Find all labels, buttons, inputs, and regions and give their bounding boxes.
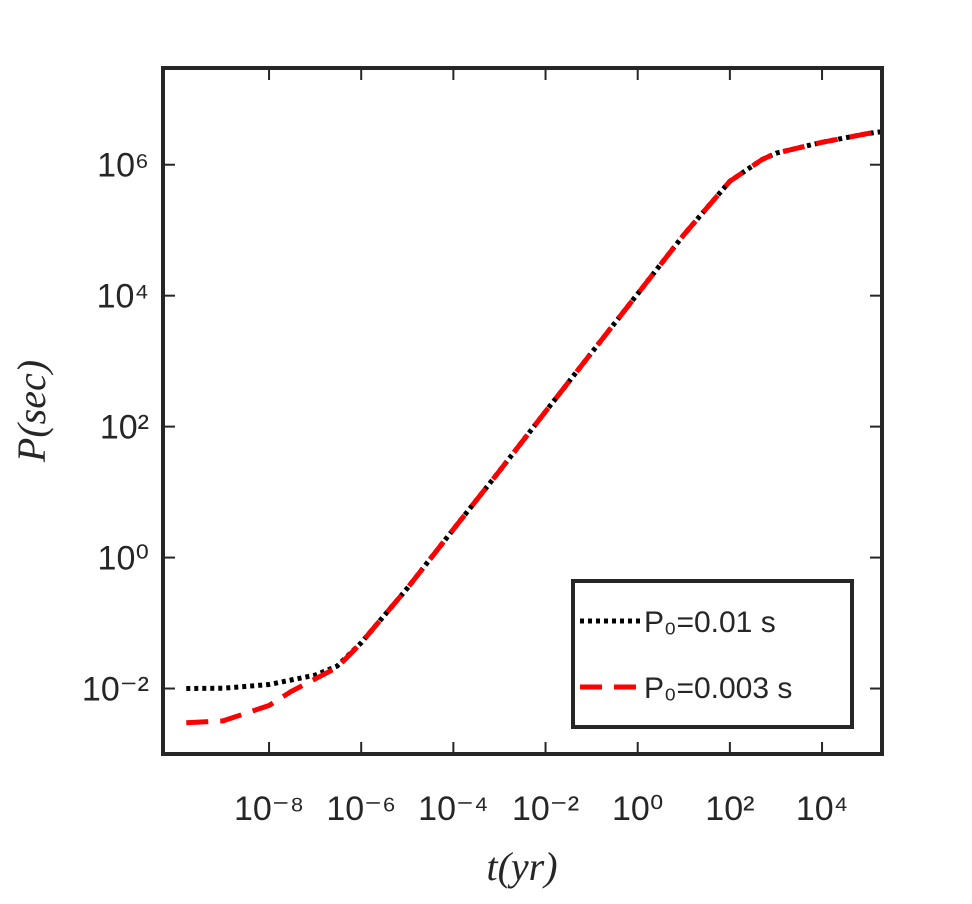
x-tick-label: 10⁻² (512, 790, 579, 828)
legend-label: P₀=0.01 s (644, 606, 776, 639)
y-tick-label: 10⁶ (97, 147, 149, 185)
x-tick-label: 10² (705, 790, 754, 828)
legend-box (571, 579, 854, 729)
y-tick-label: 10⁴ (97, 278, 149, 316)
y-axis-label: P(sec) (9, 360, 54, 463)
x-tick-label: 10⁴ (796, 790, 848, 828)
x-tick-label: 10⁰ (612, 790, 663, 828)
x-axis-label: t(yr) (486, 844, 557, 889)
y-tick-label: 10⁻² (82, 671, 149, 709)
x-tick-label: 10⁻⁴ (418, 790, 488, 828)
x-tick-label: 10⁻⁸ (234, 790, 304, 828)
y-tick-label: 10⁰ (98, 540, 149, 578)
y-tick-label: 10² (100, 409, 149, 447)
x-tick-label: 10⁻⁶ (326, 790, 396, 828)
data-line (186, 129, 883, 726)
legend-label: P₀=0.003 s (644, 672, 792, 705)
plot-frame (161, 66, 884, 756)
